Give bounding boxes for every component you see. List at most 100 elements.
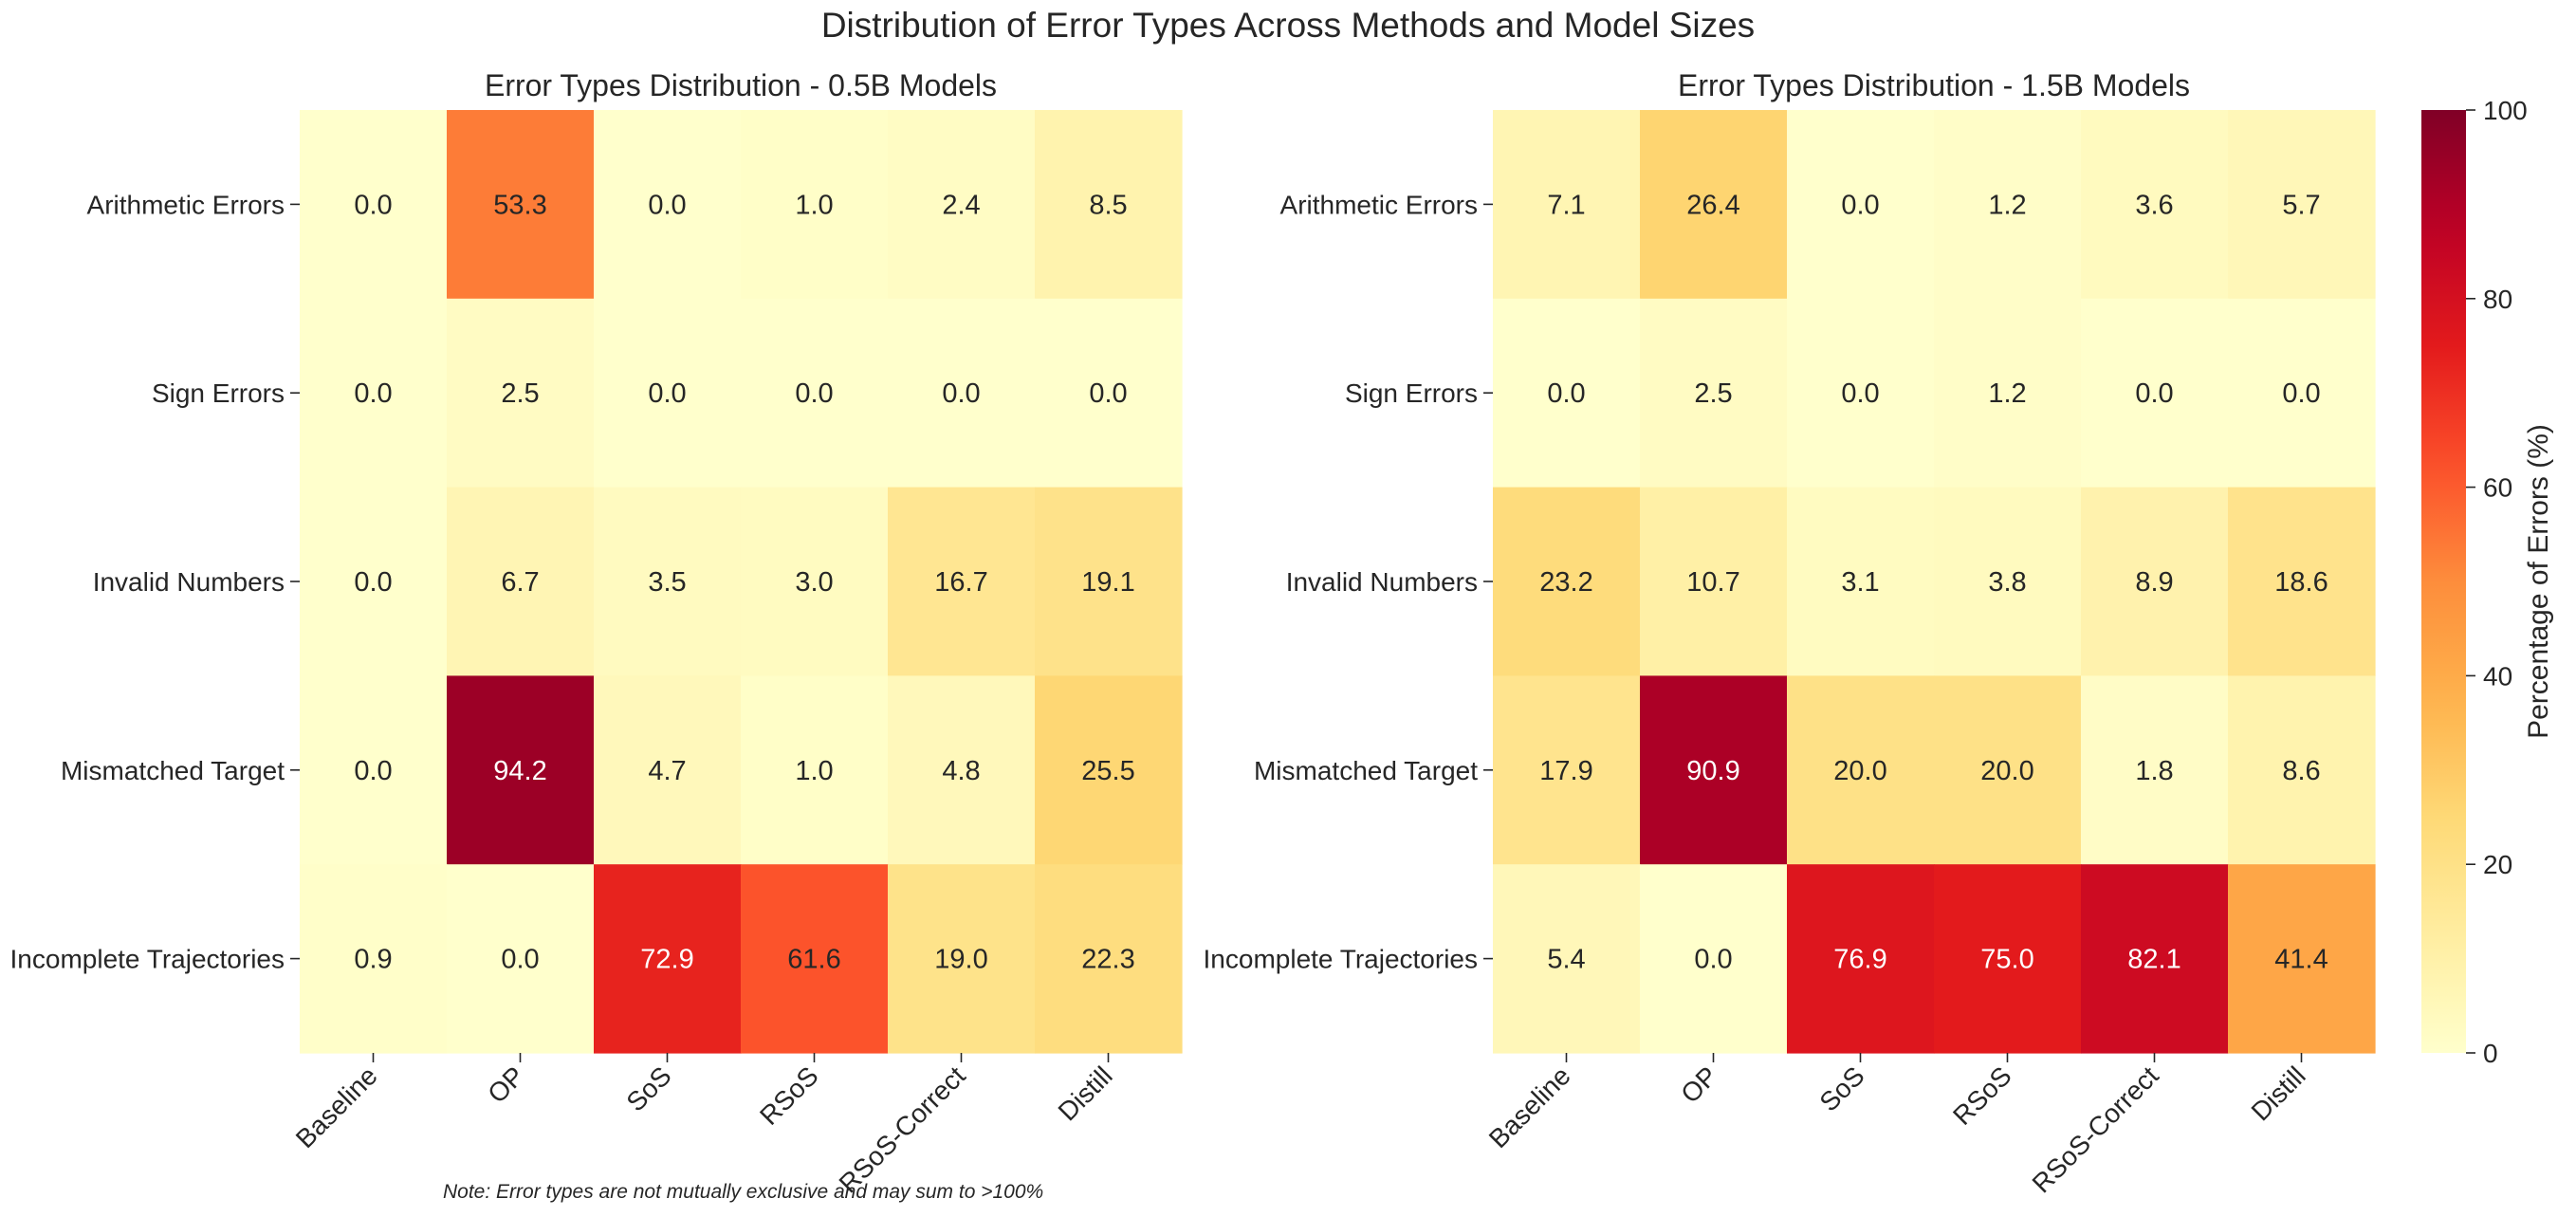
cell-value-label-1-5b: 5.7 xyxy=(2282,190,2320,220)
colorbar-label: Percentage of Errors (%) xyxy=(2523,424,2554,739)
cell-value-label-0-5b: 0.0 xyxy=(1089,378,1127,409)
heatmap-cell-1-5b-r1-c3 xyxy=(1934,298,2082,489)
x-tick-label-rsos: RSoS xyxy=(754,1060,824,1131)
cell-value-label-1-5b: 1.8 xyxy=(2135,756,2173,786)
y-tick-label-arithmetic-errors: Arithmetic Errors xyxy=(87,190,285,219)
cell-value-label-0-5b: 3.5 xyxy=(648,567,686,598)
heatmap-cell-0-5b-r1-c0 xyxy=(300,298,448,489)
cell-value-label-0-5b: 2.5 xyxy=(501,378,539,409)
cell-value-label-0-5b: 4.8 xyxy=(942,756,980,786)
cell-value-label-0-5b: 0.0 xyxy=(354,567,392,598)
cell-value-label-0-5b: 94.2 xyxy=(493,756,546,786)
heatmap-cell-0-5b-r1-c5 xyxy=(1035,298,1183,489)
heatmap-cell-1-5b-r2-c5 xyxy=(2228,487,2376,676)
cell-value-label-1-5b: 41.4 xyxy=(2274,945,2328,975)
cell-value-label-1-5b: 7.1 xyxy=(1547,190,1585,220)
heatmap-cell-0-5b-r3-c3 xyxy=(741,675,889,865)
cell-value-label-1-5b: 0.0 xyxy=(1841,378,1879,409)
heatmap-cell-0-5b-r3-c1 xyxy=(447,675,595,865)
heatmap-cell-1-5b-r0-c5 xyxy=(2228,110,2376,300)
cell-value-label-0-5b: 0.0 xyxy=(354,756,392,786)
x-tick-label-baseline: Baseline xyxy=(290,1060,383,1153)
heatmap-cell-1-5b-r4-c0 xyxy=(1493,864,1641,1054)
x-tick-label-baseline: Baseline xyxy=(1483,1060,1576,1153)
y-tick-label-invalid-numbers: Invalid Numbers xyxy=(93,567,285,597)
cell-value-label-0-5b: 53.3 xyxy=(493,190,546,220)
heatmap-cell-1-5b-r3-c5 xyxy=(2228,675,2376,865)
heatmap-cell-1-5b-r0-c1 xyxy=(1640,110,1788,300)
heatmap-cell-0-5b-r4-c1 xyxy=(447,864,595,1054)
cell-value-label-1-5b: 2.5 xyxy=(1694,378,1732,409)
cell-value-label-0-5b: 0.0 xyxy=(648,378,686,409)
colorbar-tick-label: 40 xyxy=(2483,661,2512,691)
heatmap-cell-1-5b-r3-c3 xyxy=(1934,675,2082,865)
heatmap-cell-0-5b-r4-c0 xyxy=(300,864,448,1054)
figure-title: Distribution of Error Types Across Metho… xyxy=(820,6,1756,45)
heatmap-cell-1-5b-r1-c5 xyxy=(2228,298,2376,489)
heatmap-cell-0-5b-r1-c1 xyxy=(447,298,595,489)
x-tick-label-op: OP xyxy=(482,1060,530,1109)
cell-value-label-1-5b: 0.0 xyxy=(2282,378,2320,409)
x-tick-label-sos: SoS xyxy=(1813,1060,1869,1116)
heatmap-cell-0-5b-r4-c3 xyxy=(741,864,889,1054)
cell-value-label-1-5b: 23.2 xyxy=(1539,567,1592,598)
x-tick-label-distill: Distill xyxy=(2246,1060,2311,1126)
x-tick-label-rsos: RSoS xyxy=(1947,1060,2017,1131)
heatmap-cell-1-5b-r4-c4 xyxy=(2081,864,2229,1054)
heatmap-cell-1-5b-r1-c4 xyxy=(2081,298,2229,489)
cell-value-label-0-5b: 1.0 xyxy=(795,190,833,220)
heatmap-cell-0-5b-r0-c4 xyxy=(888,110,1036,300)
cell-value-label-0-5b: 1.0 xyxy=(795,756,833,786)
heatmap-cell-0-5b-r1-c2 xyxy=(594,298,742,489)
heatmap-cell-1-5b-r2-c3 xyxy=(1934,487,2082,676)
heatmap-cell-1-5b-r3-c0 xyxy=(1493,675,1641,865)
colorbar-tick-label: 60 xyxy=(2483,473,2512,503)
y-tick-label-sign-errors: Sign Errors xyxy=(1345,378,1478,408)
cell-value-label-0-5b: 0.0 xyxy=(942,378,980,409)
cell-value-label-1-5b: 20.0 xyxy=(1980,756,2033,786)
cell-value-label-1-5b: 20.0 xyxy=(1833,756,1886,786)
heatmap-cell-0-5b-r3-c4 xyxy=(888,675,1036,865)
heatmap-cell-1-5b-r2-c1 xyxy=(1640,487,1788,676)
heatmap-title-0-5b: Error Types Distribution - 0.5B Models xyxy=(484,68,998,102)
cell-value-label-0-5b: 0.0 xyxy=(354,378,392,409)
heatmap-cell-1-5b-r0-c3 xyxy=(1934,110,2082,300)
y-tick-label-arithmetic-errors: Arithmetic Errors xyxy=(1280,190,1478,219)
cell-value-label-0-5b: 2.4 xyxy=(942,190,980,220)
y-tick-label-incomplete-trajectories: Incomplete Trajectories xyxy=(1204,945,1478,974)
heatmap-cell-1-5b-r0-c2 xyxy=(1787,110,1935,300)
colorbar xyxy=(2421,110,2466,1053)
cell-value-label-1-5b: 82.1 xyxy=(2127,945,2180,975)
heatmap-cell-0-5b-r0-c2 xyxy=(594,110,742,300)
cell-value-label-0-5b: 0.0 xyxy=(501,945,539,975)
heatmap-cell-1-5b-r0-c4 xyxy=(2081,110,2229,300)
cell-value-label-1-5b: 3.8 xyxy=(1988,567,2026,598)
colorbar-tick-label: 100 xyxy=(2483,96,2528,125)
heatmap-cell-0-5b-r2-c5 xyxy=(1035,487,1183,676)
cell-value-label-1-5b: 26.4 xyxy=(1686,190,1739,220)
heatmap-cell-0-5b-r0-c5 xyxy=(1035,110,1183,300)
heatmap-cell-1-5b-r1-c1 xyxy=(1640,298,1788,489)
heatmap-cell-1-5b-r4-c1 xyxy=(1640,864,1788,1054)
cell-value-label-0-5b: 19.0 xyxy=(934,945,987,975)
cell-value-label-1-5b: 17.9 xyxy=(1539,756,1592,786)
heatmap-cell-0-5b-r3-c0 xyxy=(300,675,448,865)
cell-value-label-1-5b: 1.2 xyxy=(1988,378,2026,409)
heatmap-cell-1-5b-r3-c4 xyxy=(2081,675,2229,865)
heatmap-cell-0-5b-r2-c4 xyxy=(888,487,1036,676)
cell-value-label-1-5b: 18.6 xyxy=(2274,567,2328,598)
heatmap-cell-0-5b-r2-c2 xyxy=(594,487,742,676)
heatmap-cell-0-5b-r2-c0 xyxy=(300,487,448,676)
heatmap-cell-0-5b-r0-c1 xyxy=(447,110,595,300)
cell-value-label-1-5b: 8.6 xyxy=(2282,756,2320,786)
cell-value-label-1-5b: 75.0 xyxy=(1980,945,2033,975)
cell-value-label-1-5b: 0.0 xyxy=(2135,378,2173,409)
cell-value-label-1-5b: 8.9 xyxy=(2135,567,2173,598)
cell-value-label-1-5b: 1.2 xyxy=(1988,190,2026,220)
heatmap-cell-1-5b-r4-c5 xyxy=(2228,864,2376,1054)
heatmap-cell-0-5b-r3-c5 xyxy=(1035,675,1183,865)
heatmap-cell-1-5b-r1-c0 xyxy=(1493,298,1641,489)
cell-value-label-1-5b: 90.9 xyxy=(1686,756,1739,786)
x-tick-label-distill: Distill xyxy=(1053,1060,1118,1126)
